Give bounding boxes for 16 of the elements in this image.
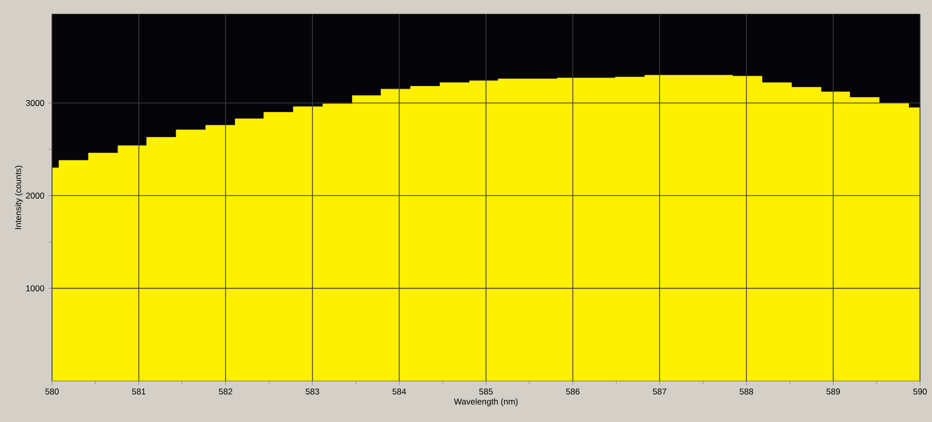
y-tick-label: 2000	[26, 192, 44, 199]
y-axis-title: Intensity (counts)	[14, 166, 23, 229]
x-tick-label: 590	[913, 388, 927, 395]
y-tick-label: 3000	[26, 100, 44, 106]
y-tick-label: 1000	[26, 285, 44, 292]
x-tick-label: 585	[479, 388, 493, 395]
x-tick-label: 583	[306, 388, 320, 395]
x-axis-title: Wavelength (nm)	[454, 398, 518, 406]
x-tick-label: 589	[826, 388, 840, 395]
x-tick-label: 588	[740, 388, 754, 395]
x-tick-label: 581	[132, 388, 146, 395]
x-tick-label: 584	[392, 388, 406, 395]
x-tick-label: 587	[652, 388, 666, 395]
x-tick-label: 580	[45, 388, 59, 395]
x-tick-label: 586	[566, 388, 580, 395]
x-tick-label: 582	[218, 388, 232, 395]
